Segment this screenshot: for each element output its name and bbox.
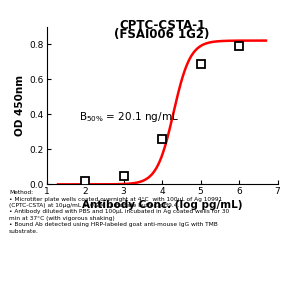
X-axis label: Antibody Conc. (log pg/mL): Antibody Conc. (log pg/mL) [82, 200, 242, 210]
Text: CPTC-CSTA-1: CPTC-CSTA-1 [119, 19, 205, 32]
Text: Method:
• Microtiter plate wells coated overnight at 4°C  with 100μL of Ag 10991: Method: • Microtiter plate wells coated … [9, 190, 229, 234]
Y-axis label: OD 450nm: OD 450nm [15, 75, 25, 136]
Text: (FSAI006 1G2): (FSAI006 1G2) [114, 28, 210, 41]
Text: B$_{50\%}$ = 20.1 ng/mL: B$_{50\%}$ = 20.1 ng/mL [79, 110, 179, 124]
